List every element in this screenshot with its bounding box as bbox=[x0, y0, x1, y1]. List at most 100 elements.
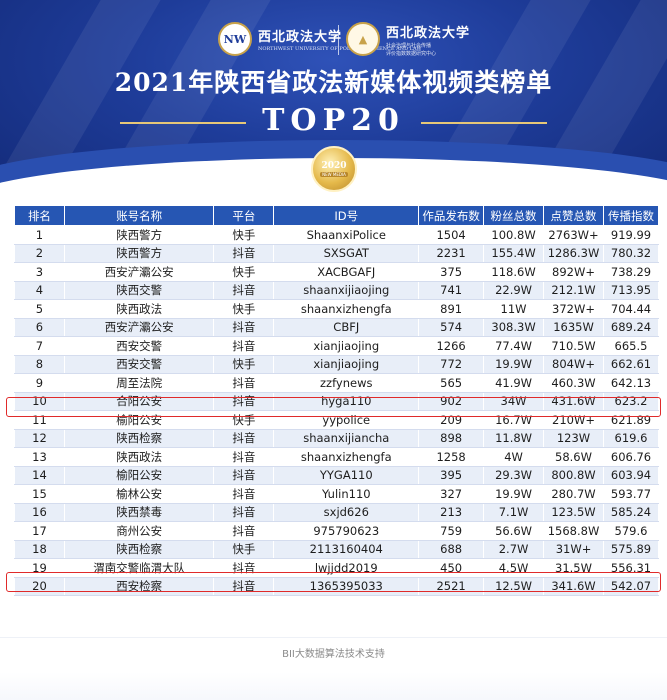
table-cell: 陕西政法 bbox=[63, 447, 215, 467]
table-cell: 123.5W bbox=[543, 502, 604, 522]
table-cell: 575.89 bbox=[603, 539, 659, 559]
footer-credit: BII大数据算法技术支持 bbox=[282, 649, 385, 660]
table-cell: 621.89 bbox=[603, 410, 659, 430]
table-header-row: 排名 账号名称 平台 ID号 作品发布数 粉丝总数 点赞总数 传播指数 bbox=[14, 205, 659, 226]
table-cell: 2231 bbox=[418, 243, 485, 263]
table-cell: ShaanxiPolice bbox=[273, 225, 420, 245]
table-cell: 780.32 bbox=[603, 243, 659, 263]
table-cell: shaanxijiancha bbox=[273, 428, 420, 448]
university-seal-icon: NW bbox=[218, 22, 252, 56]
table-cell: 395 bbox=[418, 465, 485, 485]
table-cell: 陕西警方 bbox=[63, 225, 215, 245]
table-cell: 抖音 bbox=[213, 521, 275, 541]
ranking-table: 排名 账号名称 平台 ID号 作品发布数 粉丝总数 点赞总数 传播指数 1 陕西警方 快手 Shaa… bbox=[14, 205, 659, 596]
header-banner: NW 西北政法大学 NORTHWEST UNIVERSITY OF POLITI… bbox=[0, 0, 667, 200]
table-row: 20 西安检察 抖音 1365395033 2521 12.5W 341.6W 542.07 bbox=[14, 576, 659, 596]
table-cell: xianjiaojing bbox=[273, 336, 420, 356]
table-cell: 1365395033 bbox=[273, 576, 420, 596]
table-row: 9 周至法院 抖音 zzfynews 565 41.9W 460.3W 642.13 bbox=[14, 373, 659, 393]
table-cell: 16 bbox=[14, 502, 65, 522]
university-logo: NW 西北政法大学 NORTHWEST UNIVERSITY OF POLITI… bbox=[218, 20, 422, 58]
column-header: 作品发布数 bbox=[418, 205, 485, 226]
table-cell: 77.4W bbox=[483, 336, 545, 356]
table-cell: 662.61 bbox=[603, 354, 659, 374]
table-cell: 11 bbox=[14, 410, 65, 430]
table-row: 7 西安交警 抖音 xianjiaojing 1266 77.4W 710.5W 665.5 bbox=[14, 336, 659, 356]
table-cell: 10 bbox=[14, 391, 65, 411]
table-cell: 565 bbox=[418, 373, 485, 393]
table-cell: 58.6W bbox=[543, 447, 604, 467]
table-cell: 抖音 bbox=[213, 243, 275, 263]
table-cell: 891 bbox=[418, 299, 485, 319]
table-cell: 19.9W bbox=[483, 354, 545, 374]
research-center-logo: ▲ 西北政法大学 社会治理与社会传播 评价指数数据研究中心 bbox=[346, 20, 470, 58]
table-row: 8 西安交警 快手 xianjiaojing 772 19.9W 804W+ 662.61 bbox=[14, 354, 659, 374]
table-row: 2 陕西警方 抖音 SXSGAT 2231 155.4W 1286.3W 780.32 bbox=[14, 243, 659, 263]
table-cell: 704.44 bbox=[603, 299, 659, 319]
table-cell: 31.5W bbox=[543, 558, 604, 578]
table-cell: 341.6W bbox=[543, 576, 604, 596]
column-header: 排名 bbox=[14, 205, 65, 226]
table-cell: 4.5W bbox=[483, 558, 545, 578]
table-cell: 商州公安 bbox=[63, 521, 215, 541]
table-row: 10 合阳公安 抖音 hyga110 902 34W 431.6W 623.2 bbox=[14, 391, 659, 411]
table-cell: shaanxizhengfa bbox=[273, 447, 420, 467]
table-cell: sxjd626 bbox=[273, 502, 420, 522]
table-cell: 738.29 bbox=[603, 262, 659, 282]
table-cell: zzfynews bbox=[273, 373, 420, 393]
table-cell: 抖音 bbox=[213, 484, 275, 504]
table-cell: 688 bbox=[418, 539, 485, 559]
table-cell: 1286.3W bbox=[543, 243, 604, 263]
table-row: 16 陕西禁毒 抖音 sxjd626 213 7.1W 123.5W 585.24 bbox=[14, 502, 659, 522]
table-cell: 快手 bbox=[213, 539, 275, 559]
table-cell: 抖音 bbox=[213, 558, 275, 578]
table-cell: 460.3W bbox=[543, 373, 604, 393]
table-cell: 118.6W bbox=[483, 262, 545, 282]
table-cell: 抖音 bbox=[213, 502, 275, 522]
table-cell: 213 bbox=[418, 502, 485, 522]
footer-decoration bbox=[0, 672, 667, 700]
table-cell: 20 bbox=[14, 576, 65, 596]
column-header: ID号 bbox=[273, 205, 420, 226]
table-cell: 772 bbox=[418, 354, 485, 374]
table-cell: 975790623 bbox=[273, 521, 420, 541]
table-cell: 327 bbox=[418, 484, 485, 504]
table-cell: 308.3W bbox=[483, 317, 545, 337]
table-cell: 450 bbox=[418, 558, 485, 578]
table-cell: 12.5W bbox=[483, 576, 545, 596]
research-center-university: 西北政法大学 bbox=[386, 25, 471, 41]
table-cell: 623.2 bbox=[603, 391, 659, 411]
table-row: 6 西安浐灞公安 抖音 CBFJ 574 308.3W 1635W 689.24 bbox=[14, 317, 659, 337]
column-header: 传播指数 bbox=[603, 205, 659, 226]
table-cell: 1635W bbox=[543, 317, 604, 337]
research-center-name-1: 社会治理与社会传播 bbox=[386, 42, 432, 49]
table-cell: 榆阳公安 bbox=[63, 410, 215, 430]
table-cell: 陕西禁毒 bbox=[63, 502, 215, 522]
table-cell: 抖音 bbox=[213, 280, 275, 300]
table-cell: YYGA110 bbox=[273, 465, 420, 485]
table-cell: 56.6W bbox=[483, 521, 545, 541]
table-cell: 574 bbox=[418, 317, 485, 337]
table-cell: 2.7W bbox=[483, 539, 545, 559]
table-cell: 合阳公安 bbox=[63, 391, 215, 411]
table-cell: 431.6W bbox=[543, 391, 604, 411]
table-cell: 陕西检察 bbox=[63, 428, 215, 448]
column-header: 粉丝总数 bbox=[483, 205, 545, 226]
table-cell: 372W+ bbox=[543, 299, 604, 319]
table-row: 12 陕西检察 抖音 shaanxijiancha 898 11.8W 123W 619.6 bbox=[14, 428, 659, 448]
table-cell: 快手 bbox=[213, 225, 275, 245]
table-cell: 渭南交警临渭大队 bbox=[63, 558, 215, 578]
table-cell: 3 bbox=[14, 262, 65, 282]
table-cell: 14 bbox=[14, 465, 65, 485]
table-cell: 11W bbox=[483, 299, 545, 319]
table-cell: 陕西警方 bbox=[63, 243, 215, 263]
table-row: 19 渭南交警临渭大队 抖音 lwjjdd2019 450 4.5W 31.5W 556.31 bbox=[14, 558, 659, 578]
table-cell: 西安浐灞公安 bbox=[63, 317, 215, 337]
table-cell: hyga110 bbox=[273, 391, 420, 411]
table-cell: 西安检察 bbox=[63, 576, 215, 596]
table-row: 3 西安浐灞公安 快手 XACBGAFJ 375 118.6W 892W+ 738.29 bbox=[14, 262, 659, 282]
table-cell: 陕西检察 bbox=[63, 539, 215, 559]
university-english-name: NORTHWEST UNIVERSITY OF POLITICAL SCIENC… bbox=[258, 46, 422, 52]
table-row: 4 陕西交警 抖音 shaanxijiaojing 741 22.9W 212.1W 713.… bbox=[14, 280, 659, 300]
table-cell: 280.7W bbox=[543, 484, 604, 504]
